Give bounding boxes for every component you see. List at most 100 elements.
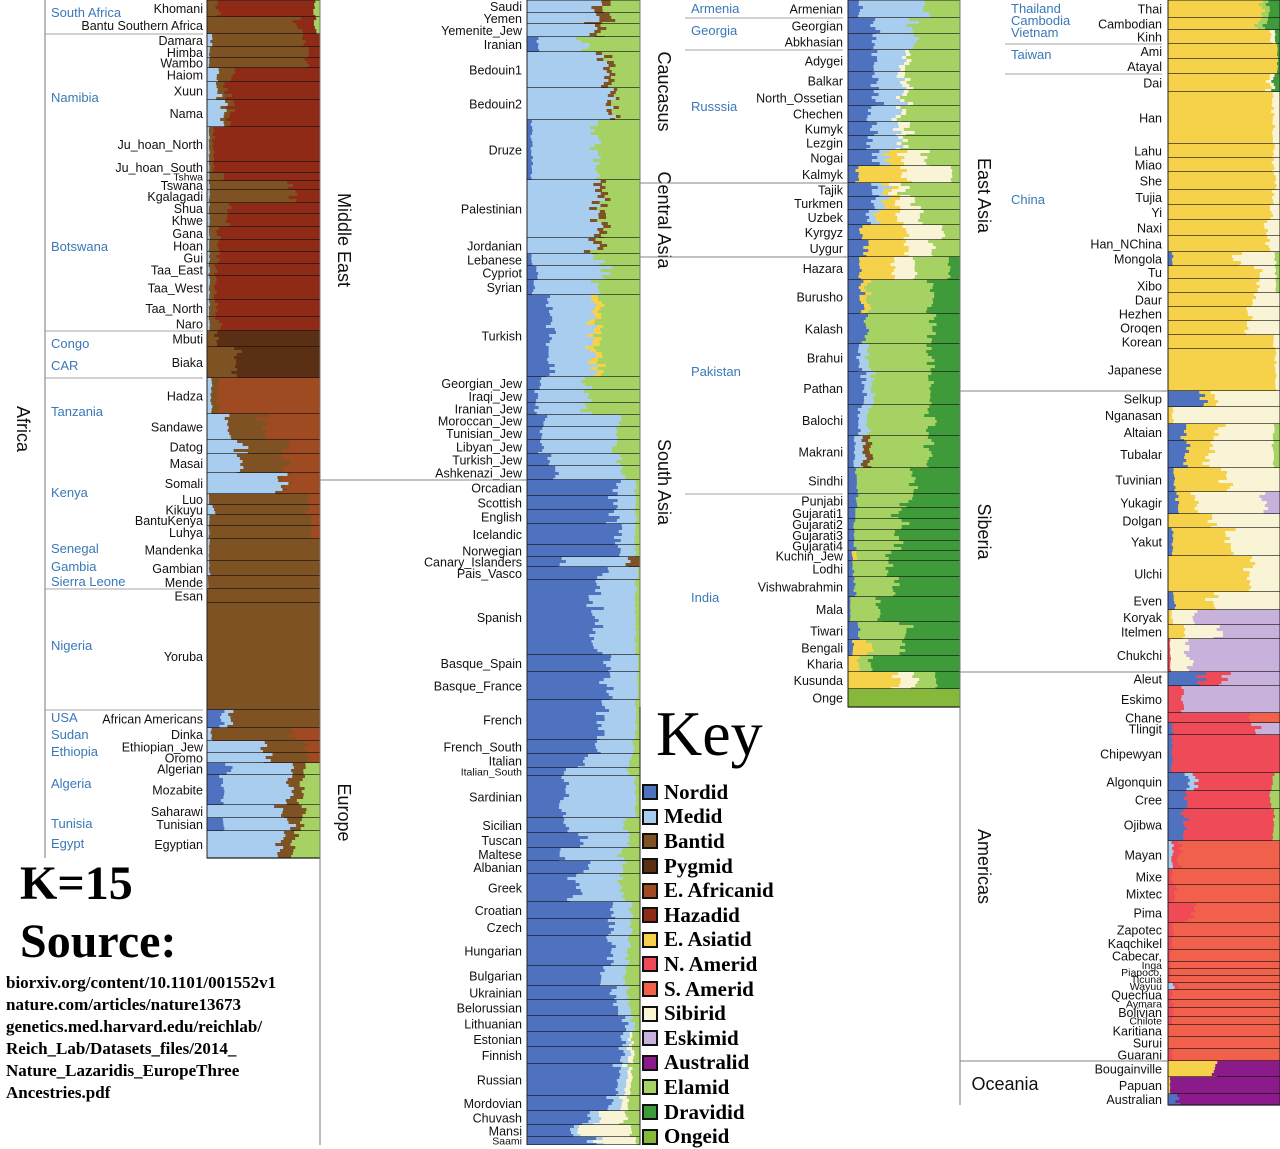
ancestry-segment bbox=[1215, 1064, 1280, 1067]
ancestry-segment bbox=[527, 892, 583, 895]
ancestry-segment bbox=[1274, 453, 1280, 456]
population-label: Naxi bbox=[1137, 221, 1162, 235]
ancestry-segment bbox=[559, 472, 623, 475]
ancestry-segment bbox=[527, 27, 598, 30]
ancestry-segment bbox=[631, 757, 640, 760]
ancestry-segment bbox=[1168, 686, 1182, 689]
ancestry-segment bbox=[622, 886, 640, 889]
ancestry-segment bbox=[1168, 546, 1173, 549]
ancestry-segment bbox=[850, 597, 876, 600]
population-bar bbox=[207, 561, 320, 576]
ancestry-segment bbox=[207, 485, 281, 488]
ancestry-segment bbox=[207, 337, 219, 340]
ancestry-segment bbox=[906, 240, 929, 243]
ancestry-segment bbox=[1168, 580, 1250, 583]
ancestry-segment bbox=[602, 222, 609, 225]
ancestry-segment bbox=[848, 3, 859, 6]
ancestry-segment bbox=[1172, 1017, 1280, 1020]
ancestry-segment bbox=[1265, 504, 1280, 507]
ancestry-segment bbox=[1168, 39, 1271, 42]
ancestry-segment bbox=[926, 350, 960, 353]
ancestry-segment bbox=[1208, 520, 1280, 523]
ancestry-segment bbox=[1262, 498, 1280, 501]
ancestry-segment bbox=[590, 147, 641, 150]
ancestry-segment bbox=[574, 1125, 580, 1128]
ancestry-segment bbox=[632, 931, 640, 934]
ancestry-segment bbox=[527, 667, 611, 670]
ancestry-segment bbox=[559, 803, 637, 806]
ancestry-segment bbox=[914, 489, 961, 492]
ancestry-segment bbox=[609, 709, 637, 712]
ancestry-segment bbox=[855, 519, 902, 522]
ancestry-segment bbox=[222, 94, 232, 97]
ancestry-segment bbox=[1168, 9, 1265, 12]
ancestry-segment bbox=[209, 561, 320, 564]
ancestry-segment bbox=[858, 494, 913, 497]
ancestry-segment bbox=[527, 1111, 590, 1114]
ancestry-segment bbox=[207, 334, 215, 337]
ancestry-segment bbox=[1168, 1031, 1280, 1034]
ancestry-segment bbox=[527, 655, 612, 658]
ancestry-segment bbox=[527, 580, 596, 583]
ancestry-segment bbox=[1268, 229, 1280, 232]
ancestry-segment bbox=[850, 606, 878, 609]
ancestry-segment bbox=[527, 631, 596, 634]
ancestry-segment bbox=[527, 82, 604, 85]
population-label: Estonian bbox=[473, 1033, 522, 1047]
ancestry-segment bbox=[546, 325, 597, 328]
ancestry-segment bbox=[1168, 232, 1267, 235]
ancestry-segment bbox=[283, 466, 321, 469]
ancestry-segment bbox=[590, 367, 598, 370]
ancestry-segment bbox=[613, 902, 632, 905]
ancestry-segment bbox=[217, 390, 320, 393]
ancestry-segment bbox=[858, 350, 867, 353]
ancestry-segment bbox=[892, 186, 899, 189]
ancestry-segment bbox=[894, 257, 913, 260]
key-label: Medid bbox=[664, 806, 722, 827]
ancestry-segment bbox=[302, 29, 316, 32]
ancestry-segment bbox=[1272, 101, 1280, 104]
ancestry-segment bbox=[527, 516, 620, 519]
ancestry-segment bbox=[209, 246, 219, 249]
ancestry-segment bbox=[587, 1140, 594, 1143]
ancestry-segment bbox=[1168, 827, 1187, 830]
ancestry-segment bbox=[888, 192, 897, 195]
ancestry-segment bbox=[209, 223, 230, 226]
ancestry-segment bbox=[296, 199, 320, 202]
ancestry-segment bbox=[300, 781, 321, 784]
ancestry-segment bbox=[858, 634, 906, 637]
ancestry-segment bbox=[630, 1088, 640, 1091]
ancestry-segment bbox=[209, 154, 214, 157]
ancestry-segment bbox=[1178, 495, 1195, 498]
ancestry-segment bbox=[902, 84, 910, 87]
ancestry-segment bbox=[848, 27, 876, 30]
population-label: Cypriot bbox=[482, 266, 522, 280]
ancestry-segment bbox=[602, 331, 641, 334]
ancestry-segment bbox=[279, 454, 321, 457]
ancestry-segment bbox=[1168, 50, 1278, 53]
ancestry-segment bbox=[1168, 595, 1174, 598]
ancestry-segment bbox=[610, 67, 641, 70]
ancestry-segment bbox=[527, 800, 561, 803]
ancestry-segment bbox=[527, 316, 553, 319]
ancestry-segment bbox=[1270, 239, 1280, 242]
ancestry-segment bbox=[233, 710, 320, 713]
population-label: Taa_West bbox=[148, 281, 204, 295]
ancestry-segment bbox=[527, 1137, 597, 1140]
ancestry-segment bbox=[948, 272, 960, 275]
ancestry-segment bbox=[221, 12, 314, 15]
ancestry-segment bbox=[209, 320, 219, 323]
ancestry-segment bbox=[224, 121, 232, 124]
ancestry-segment bbox=[604, 678, 638, 681]
ancestry-segment bbox=[1230, 486, 1280, 489]
ancestry-segment bbox=[597, 740, 633, 743]
ancestry-segment bbox=[1168, 349, 1276, 352]
population-bar bbox=[1168, 1000, 1280, 1008]
ancestry-segment bbox=[1168, 223, 1264, 226]
ancestry-segment bbox=[1168, 208, 1270, 211]
ancestry-segment bbox=[212, 381, 219, 384]
ancestry-segment bbox=[209, 130, 214, 133]
ancestry-segment bbox=[224, 176, 320, 179]
ancestry-segment bbox=[236, 362, 320, 365]
ancestry-segment bbox=[527, 502, 614, 505]
